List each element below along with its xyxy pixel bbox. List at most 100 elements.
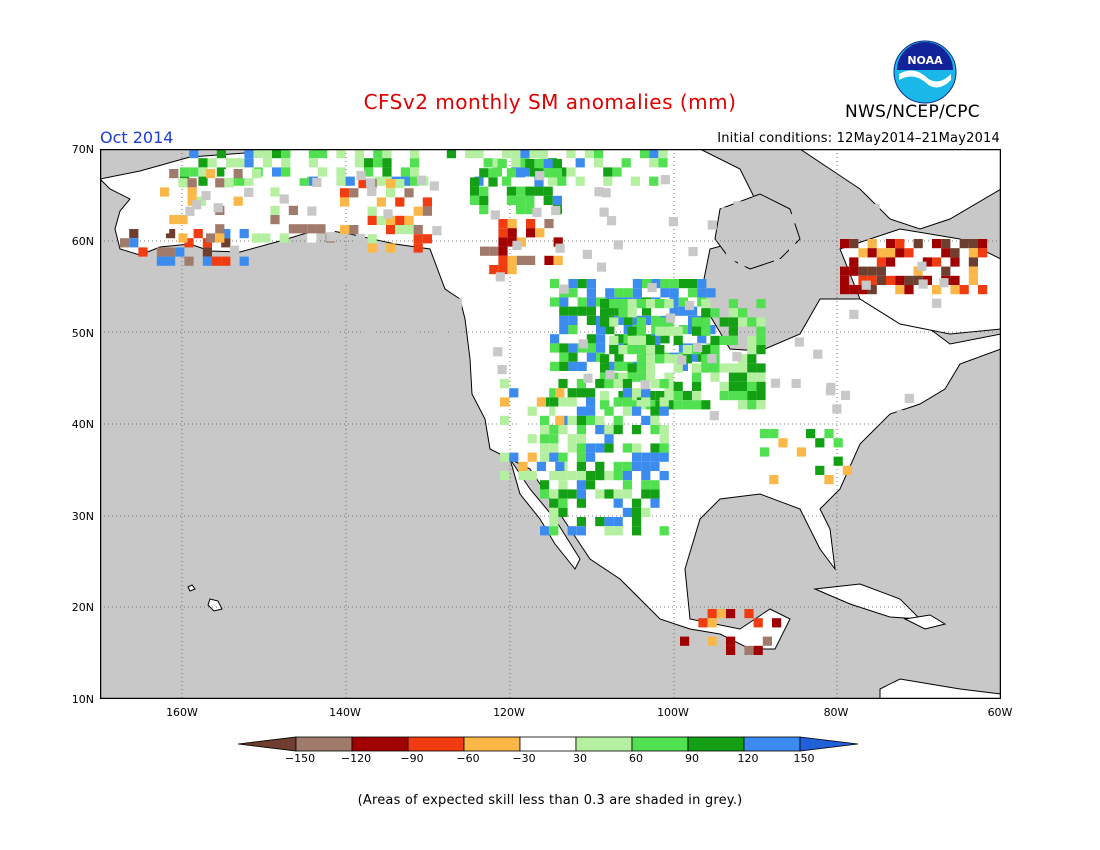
anomaly-cell xyxy=(669,297,679,307)
map-panel xyxy=(100,149,1001,699)
anomaly-cell xyxy=(253,149,263,159)
anomaly-cell xyxy=(555,461,565,471)
anomaly-cell xyxy=(747,317,757,327)
anomaly-cell xyxy=(697,334,707,344)
anomaly-cell xyxy=(650,406,660,416)
anomaly-cell xyxy=(659,397,669,407)
anomaly-cell xyxy=(601,188,611,198)
anomaly-cell xyxy=(968,257,978,267)
anomaly-cell xyxy=(404,215,414,225)
anomaly-cell xyxy=(422,234,432,244)
anomaly-cell xyxy=(636,363,646,373)
anomaly-cell xyxy=(678,279,688,289)
anomaly-cell xyxy=(632,452,642,462)
anomaly-cell xyxy=(950,248,960,258)
anomaly-cell xyxy=(614,361,624,371)
anomaly-cell xyxy=(941,248,951,258)
anomaly-cell xyxy=(164,278,174,288)
anomaly-cell xyxy=(543,159,553,169)
anomaly-cell xyxy=(650,379,660,389)
anomaly-cell xyxy=(169,187,179,197)
anomaly-cell xyxy=(650,425,660,435)
anomaly-cell xyxy=(738,372,748,382)
anomaly-cell xyxy=(968,266,978,276)
anomaly-cell xyxy=(636,299,646,309)
anomaly-cell xyxy=(707,220,717,230)
anomaly-cell xyxy=(498,246,508,256)
anomaly-cell xyxy=(707,353,717,364)
anomaly-cell xyxy=(559,306,569,316)
anomaly-cell xyxy=(913,275,923,285)
anomaly-cell xyxy=(160,224,170,234)
anomaly-cell xyxy=(535,228,545,238)
anomaly-cell xyxy=(538,149,548,159)
anomaly-cell xyxy=(824,429,834,439)
anomaly-cell xyxy=(576,471,586,481)
anomaly-cell xyxy=(673,335,683,345)
anomaly-cell xyxy=(659,425,669,435)
anomaly-cell xyxy=(325,224,335,234)
anomaly-cell xyxy=(586,352,596,362)
anomaly-cell xyxy=(642,279,652,289)
colorbar-box-9 xyxy=(743,736,801,752)
anomaly-cell xyxy=(950,285,960,295)
anomaly-cell xyxy=(716,609,726,619)
anomaly-cell xyxy=(756,391,766,401)
anomaly-cell xyxy=(659,406,669,416)
anomaly-cell xyxy=(849,309,859,320)
anomaly-cell xyxy=(298,169,308,179)
anomaly-cell xyxy=(490,210,500,220)
anomaly-cell xyxy=(840,390,851,400)
anomaly-cell xyxy=(738,363,748,373)
anomaly-cell xyxy=(756,381,766,391)
anomaly-cell xyxy=(198,176,208,186)
anomaly-cell xyxy=(858,248,868,258)
anomaly-cell xyxy=(364,158,374,168)
anomaly-cell xyxy=(845,190,855,201)
anomaly-cell xyxy=(651,334,661,344)
anomaly-cell xyxy=(664,354,674,364)
anomaly-cell xyxy=(568,352,578,362)
anomaly-cell xyxy=(356,233,366,244)
anomaly-cell xyxy=(659,379,669,389)
anomaly-cell xyxy=(407,329,417,339)
lon-label-60w: 60W xyxy=(987,706,1013,719)
anomaly-cell xyxy=(470,177,480,187)
anomaly-cell xyxy=(507,237,517,247)
anomaly-cell xyxy=(279,194,289,204)
anomaly-cell xyxy=(732,352,742,362)
anomaly-cell xyxy=(622,406,632,416)
anomaly-cell xyxy=(886,257,896,267)
anomaly-cell xyxy=(688,246,698,257)
anomaly-cell xyxy=(498,219,508,229)
anomaly-cell xyxy=(184,238,194,248)
anomaly-cell xyxy=(413,234,423,244)
anomaly-cell xyxy=(655,326,665,336)
anomaly-cell xyxy=(395,225,405,235)
anomaly-cell xyxy=(586,415,596,425)
anomaly-cell xyxy=(535,171,545,181)
anomaly-cell xyxy=(646,299,656,309)
anomaly-cell xyxy=(762,636,772,646)
anomaly-cell xyxy=(413,225,423,235)
anomaly-cell xyxy=(479,186,489,196)
anomaly-cell xyxy=(760,447,770,457)
anomaly-cell xyxy=(655,345,665,355)
anomaly-cell xyxy=(733,201,743,211)
anomaly-cell xyxy=(646,354,656,364)
anomaly-cell xyxy=(595,379,605,389)
anomaly-cell xyxy=(495,272,505,282)
anomaly-cell xyxy=(941,239,951,249)
anomaly-cell xyxy=(738,391,748,401)
anomaly-cell xyxy=(604,379,614,389)
anomaly-cell xyxy=(202,288,212,298)
anomaly-cell xyxy=(382,167,392,177)
anomaly-cell xyxy=(526,228,536,238)
lon-label-160w: 160W xyxy=(166,706,198,719)
anomaly-cell xyxy=(400,176,410,186)
anomaly-cell xyxy=(701,299,711,309)
anomaly-cell xyxy=(178,215,188,225)
anomaly-cell xyxy=(849,197,859,207)
anomaly-cell xyxy=(373,158,383,168)
anomaly-cell xyxy=(595,415,605,425)
